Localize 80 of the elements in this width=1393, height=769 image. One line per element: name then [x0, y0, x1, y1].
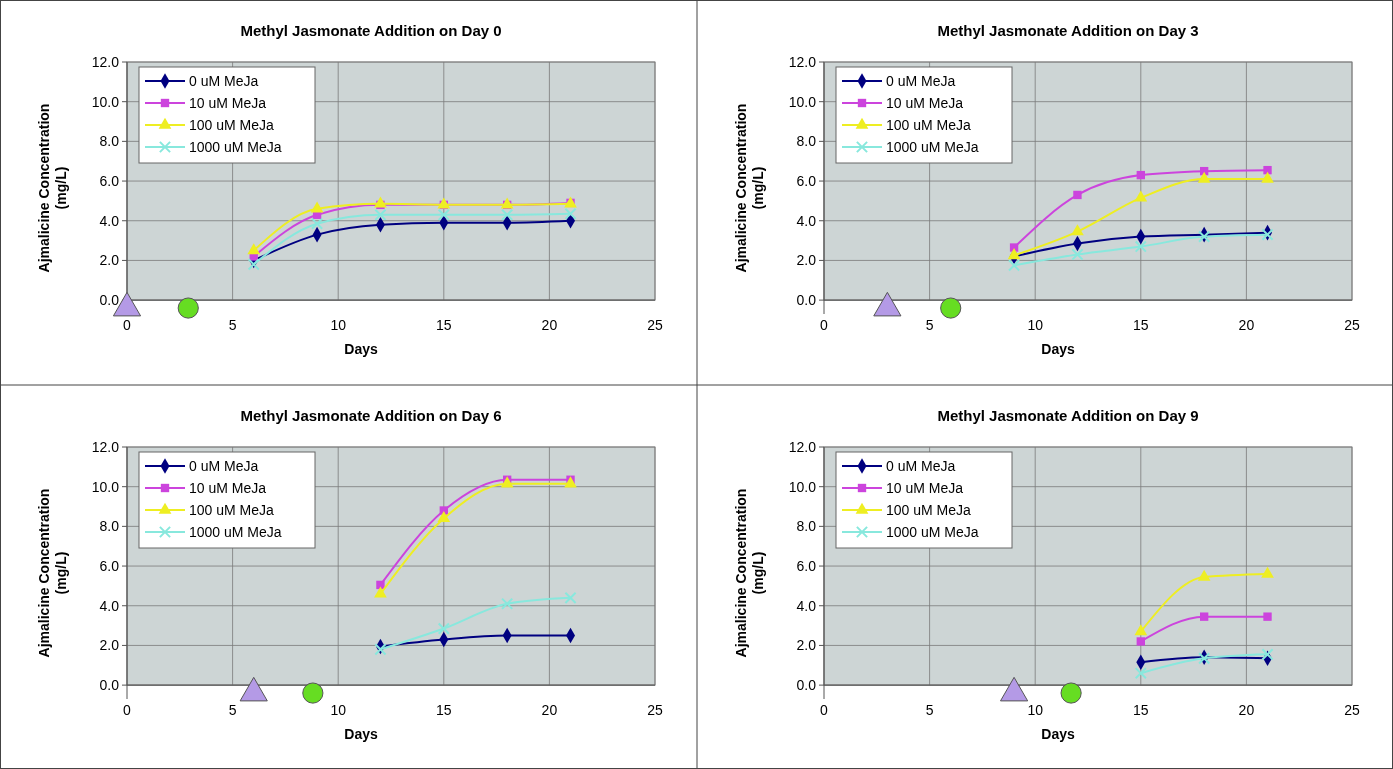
x-tick-label: 25 [647, 702, 663, 719]
legend-label: 100 uM MeJa [886, 116, 972, 133]
x-tick-label: 25 [647, 317, 663, 334]
x-tick-label: 20 [1238, 702, 1255, 719]
legend-label: 10 uM MeJa [886, 94, 964, 111]
x-tick-label: 5 [925, 317, 934, 334]
legend-label: 0 uM MeJa [189, 72, 259, 89]
legend-label: 1000 uM MeJa [886, 523, 979, 540]
y-axis-title: Ajmalicine Concentration (mg/L) [733, 488, 766, 658]
chart-title: Methyl Jasmonate Addition on Day 6 [240, 407, 502, 424]
x-tick-label: 15 [436, 702, 452, 719]
y-tick-label: 6.0 [796, 557, 817, 574]
x-tick-label: 5 [228, 702, 237, 719]
legend-label: 100 uM MeJa [189, 501, 275, 518]
legend-label: 1000 uM MeJa [189, 138, 282, 155]
legend-label: 100 uM MeJa [189, 116, 275, 133]
y-tick-label: 8.0 [796, 518, 817, 535]
y-tick-label: 12.0 [91, 438, 120, 455]
legend-label: 0 uM MeJa [886, 72, 956, 89]
x-axis-title: Days [1041, 726, 1075, 743]
legend-label: 1000 uM MeJa [886, 138, 979, 155]
y-tick-label: 6.0 [99, 557, 120, 574]
y-tick-label: 8.0 [796, 133, 817, 150]
x-tick-label: 0 [123, 317, 132, 334]
chart-title: Methyl Jasmonate Addition on Day 3 [937, 22, 1199, 39]
x-tick-label: 15 [436, 317, 452, 334]
y-tick-label: 10.0 [788, 478, 817, 495]
y-tick-label: 0.0 [99, 677, 120, 694]
x-tick-label: 10 [1027, 702, 1044, 719]
y-tick-label: 2.0 [99, 637, 120, 654]
chart-title: Methyl Jasmonate Addition on Day 0 [240, 22, 502, 39]
x-tick-label: 10 [330, 702, 347, 719]
y-tick-label: 0.0 [99, 292, 120, 309]
x-axis-title: Days [344, 726, 378, 743]
x-tick-label: 15 [1133, 702, 1149, 719]
y-tick-label: 4.0 [796, 212, 817, 229]
y-tick-label: 6.0 [99, 172, 120, 189]
x-tick-label: 20 [541, 702, 558, 719]
y-axis-title: Ajmalicine Concentration (mg/L) [733, 103, 766, 273]
x-tick-label: 0 [820, 317, 829, 334]
y-tick-label: 4.0 [99, 212, 120, 229]
legend-label: 0 uM MeJa [189, 457, 259, 474]
x-tick-label: 20 [541, 317, 558, 334]
y-tick-label: 0.0 [796, 292, 817, 309]
chart-title: Methyl Jasmonate Addition on Day 9 [937, 407, 1199, 424]
y-axis-title: Ajmalicine Concentration (mg/L) [36, 103, 69, 273]
legend-label: 100 uM MeJa [886, 501, 972, 518]
y-axis-title: Ajmalicine Concentration (mg/L) [36, 488, 69, 658]
y-tick-label: 8.0 [99, 133, 120, 150]
y-tick-label: 4.0 [99, 597, 120, 614]
x-tick-label: 10 [330, 317, 347, 334]
x-axis-title: Days [344, 341, 378, 358]
x-tick-label: 15 [1133, 317, 1149, 334]
y-tick-label: 10.0 [91, 478, 120, 495]
legend-label: 0 uM MeJa [886, 457, 956, 474]
x-tick-label: 0 [123, 702, 132, 719]
y-tick-label: 10.0 [788, 93, 817, 110]
legend-label: 10 uM MeJa [189, 94, 267, 111]
legend-label: 10 uM MeJa [189, 479, 267, 496]
y-tick-label: 2.0 [99, 252, 120, 269]
y-tick-label: 2.0 [796, 637, 817, 654]
legend-label: 10 uM MeJa [886, 479, 964, 496]
x-tick-label: 25 [1344, 702, 1360, 719]
x-tick-label: 5 [228, 317, 237, 334]
y-tick-label: 10.0 [91, 93, 120, 110]
y-tick-label: 0.0 [796, 677, 817, 694]
x-tick-label: 5 [925, 702, 934, 719]
x-tick-label: 20 [1238, 317, 1255, 334]
x-tick-label: 0 [820, 702, 829, 719]
y-tick-label: 8.0 [99, 518, 120, 535]
y-tick-label: 6.0 [796, 172, 817, 189]
x-tick-label: 25 [1344, 317, 1360, 334]
y-tick-label: 4.0 [796, 597, 817, 614]
legend-label: 1000 uM MeJa [189, 523, 282, 540]
y-tick-label: 12.0 [91, 53, 120, 70]
y-tick-label: 12.0 [788, 438, 817, 455]
y-tick-label: 2.0 [796, 252, 817, 269]
y-tick-label: 12.0 [788, 53, 817, 70]
x-tick-label: 10 [1027, 317, 1044, 334]
x-axis-title: Days [1041, 341, 1075, 358]
